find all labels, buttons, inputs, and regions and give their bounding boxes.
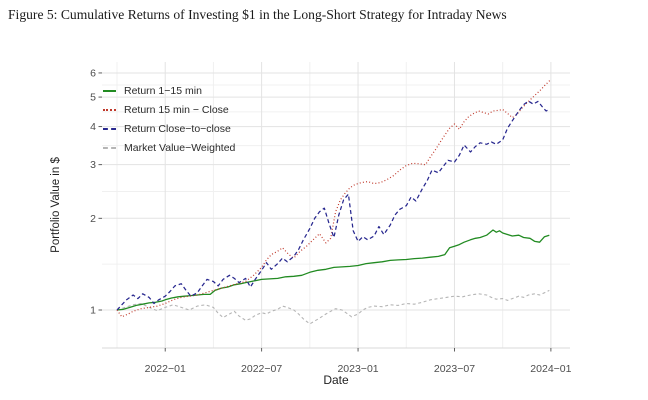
- legend-key-line-icon: [103, 127, 116, 130]
- y-tick-label: 2: [90, 213, 96, 225]
- legend-label: Return 1−15 min: [124, 84, 202, 97]
- legend-item-return-close-to-close: Return Close−to−close: [103, 119, 235, 138]
- figure-caption: Figure 5: Cumulative Returns of Investin…: [8, 7, 507, 22]
- legend-label: Return 15 min − Close: [124, 103, 229, 116]
- y-tick-label: 5: [90, 92, 96, 104]
- legend-item-market-value-weighted: Market Value−Weighted: [103, 138, 235, 157]
- series-line-return-close-to-close: [116, 100, 550, 311]
- series-line-market-value-weighted: [116, 289, 550, 325]
- y-tick-label: 6: [90, 67, 96, 79]
- legend-key-line-icon: [103, 108, 116, 111]
- legend-key-line-icon: [103, 146, 116, 149]
- y-tick-label: 1: [90, 305, 96, 317]
- legend-label: Return Close−to−close: [124, 122, 231, 135]
- x-tick-label: 2022−07: [241, 363, 282, 375]
- y-tick-label: 4: [90, 121, 96, 133]
- x-tick-label: 2022−01: [145, 363, 186, 375]
- series-line-return-1-15-min: [116, 229, 550, 311]
- legend-item-return-1-15-min: Return 1−15 min: [103, 81, 235, 100]
- x-tick-label: 2024−01: [530, 363, 571, 375]
- x-tick-label: 2023−07: [434, 363, 475, 375]
- x-axis-title: Date: [323, 373, 349, 387]
- legend-item-return-15min-close: Return 15 min − Close: [103, 100, 235, 119]
- legend-key-line-icon: [103, 89, 116, 92]
- legend-label: Market Value−Weighted: [124, 141, 236, 154]
- x-tick-label: 2023−01: [337, 363, 378, 375]
- legend: Return 1−15 min Return 15 min − Close Re…: [103, 81, 235, 157]
- y-tick-label: 3: [90, 159, 96, 171]
